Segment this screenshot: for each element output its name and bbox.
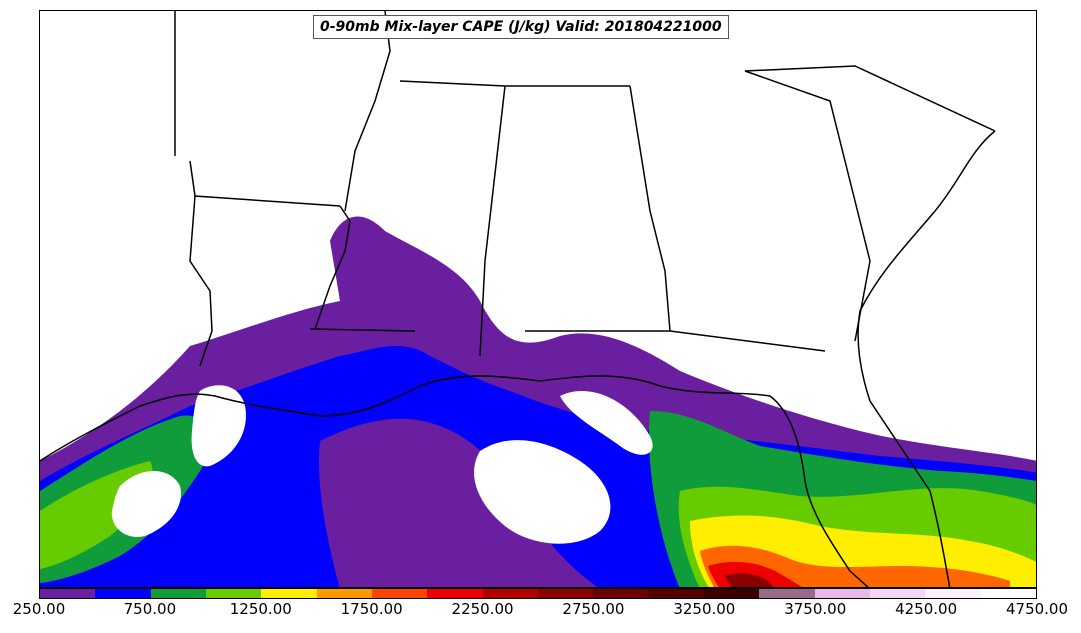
colorbar-label: 1250.00 [229, 600, 292, 618]
colorbar-swatch-10 [593, 589, 649, 598]
map-frame [39, 10, 1037, 588]
colorbar-label: 3750.00 [784, 600, 847, 618]
colorbar [39, 588, 1037, 599]
colorbar-swatch-12 [703, 589, 760, 598]
cape-hole-west-gulf [111, 471, 181, 537]
colorbar-label: 1750.00 [340, 600, 403, 618]
cape-band-darkred [725, 573, 774, 587]
cape-hole-east-gulf [560, 390, 653, 455]
colorbar-label: 750.00 [123, 600, 177, 618]
colorbar-label: 2750.00 [562, 600, 625, 618]
colorbar-swatch-16 [925, 589, 981, 598]
colorbar-swatch-0 [40, 589, 96, 598]
colorbar-swatch-11 [648, 589, 704, 598]
colorbar-swatch-1 [95, 589, 151, 598]
colorbar-swatch-5 [316, 589, 372, 598]
state-border-mississippi-river [344, 11, 391, 212]
colorbar-swatch-13 [759, 589, 815, 598]
colorbar-swatch-4 [261, 589, 317, 598]
cape-field-layer [40, 216, 1036, 587]
colorbar-swatch-2 [150, 589, 206, 598]
map-title: 0-90mb Mix-layer CAPE (J/kg) Valid: 2018… [313, 15, 729, 39]
state-border-mississippi-north [399, 80, 506, 87]
state-border-florida-north [525, 330, 826, 352]
state-border-mississippi-east [479, 85, 506, 357]
colorbar-swatch-3 [205, 589, 262, 598]
colorbar-swatch-9 [537, 589, 594, 598]
state-border-alabama-east [629, 85, 671, 332]
colorbar-label: 3250.00 [673, 600, 736, 618]
state-border-mississippi-west [314, 205, 351, 330]
colorbar-swatch-8 [482, 589, 538, 598]
colorbar-label: 250.00 [12, 600, 66, 618]
state-border-arkansas-south [189, 160, 341, 207]
state-borders-layer [40, 11, 996, 587]
colorbar-swatch-7 [427, 589, 483, 598]
colorbar-label: 4250.00 [895, 600, 958, 618]
cape-hole-texas [191, 385, 246, 467]
cape-map [40, 11, 1036, 587]
colorbar-label: 4750.00 [1005, 600, 1069, 618]
colorbar-swatch-15 [869, 589, 926, 598]
cape-band-purple-tongue [319, 418, 598, 587]
cape-hole-central-gulf [474, 440, 611, 544]
state-border-carolina [744, 65, 996, 132]
state-border-louisiana-west [189, 195, 213, 367]
colorbar-swatch-14 [814, 589, 870, 598]
colorbar-labels: 250.00 750.00 1250.00 1750.00 2250.00 2750.00… [0, 600, 1081, 626]
state-border-louisiana-north [309, 328, 416, 332]
colorbar-swatch-17 [980, 589, 1036, 598]
state-border-georgia-east [744, 70, 871, 342]
colorbar-label: 2250.00 [451, 600, 514, 618]
colorbar-swatch-6 [371, 589, 428, 598]
coastline-atlantic [857, 130, 996, 587]
coastline-gulf [40, 375, 869, 587]
